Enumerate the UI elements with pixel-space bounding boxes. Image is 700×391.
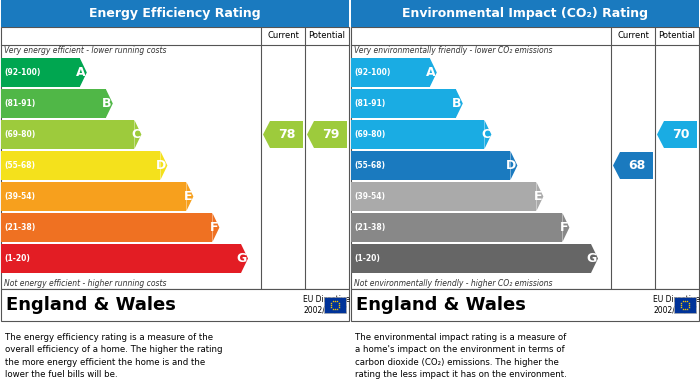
Text: (21-38): (21-38) (4, 223, 35, 232)
Polygon shape (80, 58, 87, 87)
Text: (1-20): (1-20) (354, 254, 380, 263)
Bar (324, 297, 346, 313)
Text: Very energy efficient - lower running costs: Very energy efficient - lower running co… (4, 46, 167, 55)
Text: Current: Current (617, 32, 649, 41)
Polygon shape (241, 244, 248, 273)
Polygon shape (263, 121, 303, 148)
Text: (55-68): (55-68) (354, 161, 385, 170)
Bar (351, 151, 510, 180)
Text: Current: Current (267, 32, 299, 41)
Polygon shape (212, 213, 219, 242)
Text: 68: 68 (628, 159, 645, 172)
Bar (1, 27, 349, 289)
Text: A: A (426, 66, 436, 79)
Text: Potential: Potential (309, 32, 346, 41)
Polygon shape (134, 120, 141, 149)
Polygon shape (160, 151, 167, 180)
Text: B: B (102, 97, 112, 110)
Polygon shape (591, 244, 598, 273)
Bar (1, 58, 80, 87)
Bar (351, 244, 591, 273)
Polygon shape (536, 182, 543, 211)
Bar (1, 120, 134, 149)
Text: (21-38): (21-38) (354, 223, 385, 232)
Bar (351, 120, 484, 149)
Bar (1, 89, 106, 118)
Bar (351, 89, 456, 118)
Text: (39-54): (39-54) (354, 192, 385, 201)
Text: EU Directive
2002/91/EC: EU Directive 2002/91/EC (303, 295, 350, 315)
Text: (92-100): (92-100) (354, 68, 391, 77)
Text: 78: 78 (278, 128, 295, 141)
Text: Environmental Impact (CO₂) Rating: Environmental Impact (CO₂) Rating (402, 7, 648, 20)
Text: (55-68): (55-68) (4, 161, 35, 170)
Text: Energy Efficiency Rating: Energy Efficiency Rating (89, 7, 261, 20)
Text: England & Wales: England & Wales (6, 296, 176, 314)
Text: D: D (506, 159, 517, 172)
Polygon shape (456, 89, 463, 118)
Text: (81-91): (81-91) (354, 99, 385, 108)
Text: (1-20): (1-20) (4, 254, 30, 263)
Polygon shape (106, 89, 113, 118)
Text: (69-80): (69-80) (354, 130, 385, 139)
Text: Potential: Potential (659, 32, 696, 41)
Bar (1, 0, 349, 27)
Text: F: F (560, 221, 568, 234)
Polygon shape (430, 58, 437, 87)
Text: 70: 70 (672, 128, 690, 141)
Text: (69-80): (69-80) (4, 130, 35, 139)
Text: D: D (156, 159, 167, 172)
Bar (351, 289, 699, 321)
Text: 79: 79 (322, 128, 340, 141)
Text: (92-100): (92-100) (4, 68, 41, 77)
Polygon shape (657, 121, 697, 148)
Bar (674, 297, 696, 313)
Polygon shape (186, 182, 193, 211)
Bar (351, 213, 562, 242)
Bar (1, 151, 160, 180)
Text: Very environmentally friendly - lower CO₂ emissions: Very environmentally friendly - lower CO… (354, 46, 552, 55)
Text: F: F (210, 221, 218, 234)
Polygon shape (613, 152, 653, 179)
Bar (351, 27, 699, 289)
Text: G: G (587, 252, 597, 265)
Text: C: C (132, 128, 141, 141)
Text: (81-91): (81-91) (4, 99, 35, 108)
Text: The environmental impact rating is a measure of
a home's impact on the environme: The environmental impact rating is a mea… (355, 333, 567, 379)
Bar (1, 182, 186, 211)
Text: Not energy efficient - higher running costs: Not energy efficient - higher running co… (4, 279, 167, 288)
Text: EU Directive
2002/91/EC: EU Directive 2002/91/EC (653, 295, 700, 315)
Text: The energy efficiency rating is a measure of the
overall efficiency of a home. T: The energy efficiency rating is a measur… (5, 333, 223, 379)
Text: (39-54): (39-54) (4, 192, 35, 201)
Text: Not environmentally friendly - higher CO₂ emissions: Not environmentally friendly - higher CO… (354, 279, 552, 288)
Text: E: E (534, 190, 542, 203)
Bar (1, 244, 241, 273)
Bar (351, 0, 699, 27)
Polygon shape (484, 120, 491, 149)
Text: E: E (184, 190, 192, 203)
Text: England & Wales: England & Wales (356, 296, 526, 314)
Bar (1, 213, 212, 242)
Text: A: A (76, 66, 86, 79)
Text: B: B (452, 97, 462, 110)
Bar (351, 182, 536, 211)
Bar (1, 289, 349, 321)
Polygon shape (562, 213, 569, 242)
Polygon shape (307, 121, 347, 148)
Bar (351, 58, 430, 87)
Text: G: G (237, 252, 247, 265)
Text: C: C (482, 128, 491, 141)
Polygon shape (510, 151, 517, 180)
